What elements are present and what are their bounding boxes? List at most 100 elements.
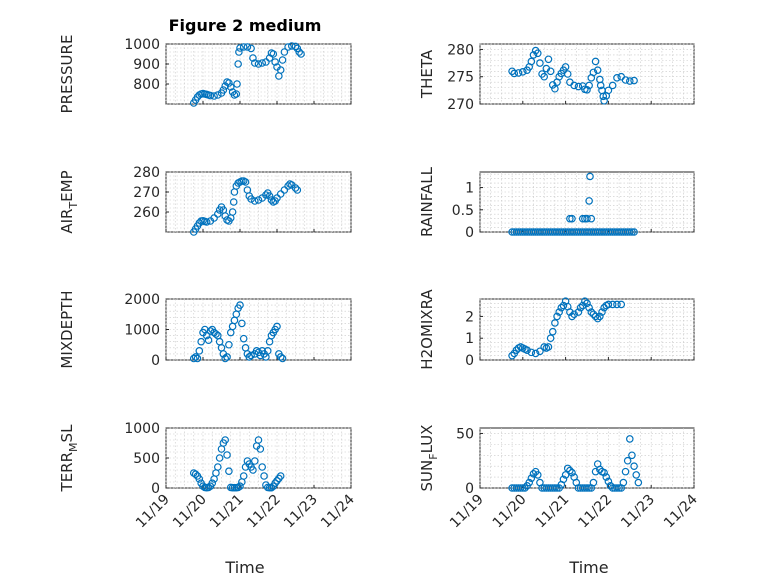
data-point [600,96,608,105]
data-point [223,451,231,459]
data-point [599,92,608,101]
subplot-sun_flux: 0 50 11/19 11/20 11/21 11/22 11/23 11/24 SUNFLUX [418,425,701,532]
data-point [197,337,205,346]
data-point [568,468,576,477]
y-axis-label: THETA [418,49,436,99]
data-point [243,43,252,51]
plot-area [165,43,352,105]
plot-area [165,171,352,233]
data-point [604,300,613,309]
data-point [247,44,255,53]
data-point [271,58,279,66]
data-point [202,218,211,226]
data-point [593,314,602,323]
data-point [189,354,198,363]
y-axis-label: AIRTEMP [58,170,80,233]
data-point [254,196,263,204]
data-point [191,470,200,479]
subplot-h2omixra: 0 1 2 H2OMIXRA [418,289,695,370]
data-point [247,351,255,360]
data-point [210,92,218,100]
data-point [563,464,572,473]
data-point [574,308,583,316]
data-point [214,210,222,218]
y-axis-label: RAINFALL [418,166,436,237]
figure-title: Figure 2 medium [169,16,322,35]
data-point [606,482,615,490]
y-tick-label: 280 [447,42,474,58]
data-point [508,351,516,360]
data-point [570,310,578,319]
data-point [598,308,606,316]
data-point [254,60,263,68]
data-point [251,59,259,67]
y-tick-label: 0 [465,481,474,497]
data-point [585,484,593,492]
data-point [586,172,594,181]
data-point [589,478,598,487]
data-point [214,91,222,99]
data-point [625,77,634,85]
y-tick-label: 800 [133,77,160,93]
data-point [551,484,559,492]
data-point [206,91,215,100]
data-point [214,463,222,471]
subplot-pressure: 800 900 1000 PRESSURE [58,35,352,114]
x-axis-label-right: Time [568,558,608,577]
data-point [262,191,270,199]
data-point [568,214,576,223]
data-point [551,84,559,93]
data-point [625,228,634,236]
data-point [589,310,598,319]
y-tick-label: 2 [465,309,474,325]
data-point [596,81,605,90]
data-point [593,66,602,74]
data-point [583,484,591,492]
data-point [226,83,235,91]
y-axis-label: PRESSURE [58,35,76,114]
y-tick-label: 1000 [124,323,160,339]
y-tick-label: 900 [133,57,160,73]
subplot-air_temp: 260 270 280 AIRTEMP [58,165,352,236]
data-point [225,467,233,476]
data-point [583,299,591,308]
data-point [613,484,621,492]
data-point [276,353,285,361]
y-tick-label: 260 [133,205,160,221]
data-point [540,72,549,81]
data-point [229,198,238,206]
data-point [600,468,608,477]
y-tick-label: 1 [465,181,474,197]
x-tick-label: 11/22 [244,492,284,532]
data-point [265,192,274,200]
data-point [291,184,300,192]
y-tick-label: 0 [465,353,474,369]
data-point [531,349,540,358]
data-point [536,347,544,356]
y-tick-label: 50 [456,426,474,442]
data-point [546,67,555,76]
data-point [576,303,585,312]
data-point [280,48,289,56]
data-point [585,303,593,312]
x-tick-label: 11/21 [207,492,247,532]
data-point [239,472,248,480]
data-point [284,43,292,51]
data-point [252,347,261,355]
data-point [553,312,561,321]
plot-area [479,427,695,489]
y-tick-label: 500 [133,451,160,467]
data-point [278,354,287,363]
data-point [591,57,600,66]
data-point [273,322,281,331]
y-tick-label: 280 [133,165,160,181]
data-point [276,66,285,74]
data-point [628,228,636,236]
x-tick-label: 11/20 [490,492,530,532]
data-point [239,43,248,51]
x-tick-label: 11/24 [661,491,701,531]
data-point [234,60,242,68]
data-point [254,436,263,444]
data-point [533,49,542,58]
data-point [596,312,604,321]
